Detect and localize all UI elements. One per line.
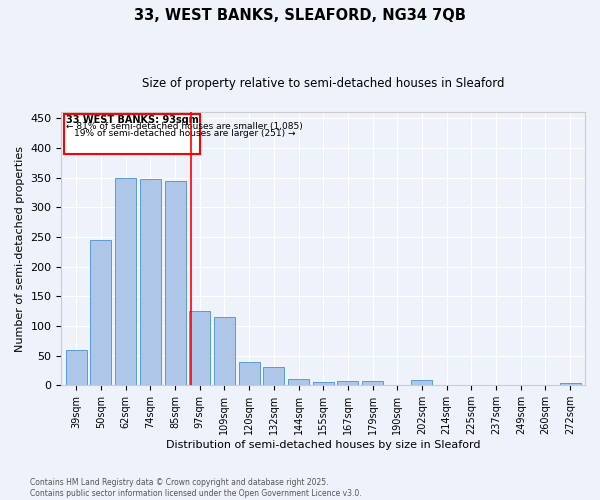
Bar	[189, 311, 210, 385]
Title: Size of property relative to semi-detached houses in Sleaford: Size of property relative to semi-detach…	[142, 78, 505, 90]
Bar	[362, 381, 383, 385]
Bar	[239, 362, 260, 385]
Text: 33, WEST BANKS, SLEAFORD, NG34 7QB: 33, WEST BANKS, SLEAFORD, NG34 7QB	[134, 8, 466, 22]
Text: 33 WEST BANKS: 93sqm: 33 WEST BANKS: 93sqm	[65, 115, 199, 125]
Bar	[115, 178, 136, 385]
Bar	[412, 380, 433, 385]
Bar	[263, 368, 284, 385]
Bar	[140, 179, 161, 385]
Bar	[313, 382, 334, 385]
FancyBboxPatch shape	[64, 114, 200, 154]
Bar	[214, 317, 235, 385]
Bar	[560, 384, 581, 385]
Y-axis label: Number of semi-detached properties: Number of semi-detached properties	[15, 146, 25, 352]
Bar	[91, 240, 112, 385]
Text: Contains HM Land Registry data © Crown copyright and database right 2025.
Contai: Contains HM Land Registry data © Crown c…	[30, 478, 362, 498]
Text: 19% of semi-detached houses are larger (251) →: 19% of semi-detached houses are larger (…	[74, 129, 295, 138]
Bar	[164, 180, 185, 385]
Bar	[66, 350, 87, 385]
Bar	[485, 384, 506, 385]
X-axis label: Distribution of semi-detached houses by size in Sleaford: Distribution of semi-detached houses by …	[166, 440, 481, 450]
Text: ← 81% of semi-detached houses are smaller (1,085): ← 81% of semi-detached houses are smalle…	[67, 122, 303, 131]
Bar	[337, 381, 358, 385]
Bar	[288, 380, 309, 385]
